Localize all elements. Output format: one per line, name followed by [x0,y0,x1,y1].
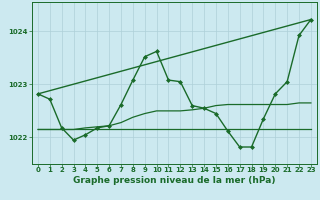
X-axis label: Graphe pression niveau de la mer (hPa): Graphe pression niveau de la mer (hPa) [73,176,276,185]
